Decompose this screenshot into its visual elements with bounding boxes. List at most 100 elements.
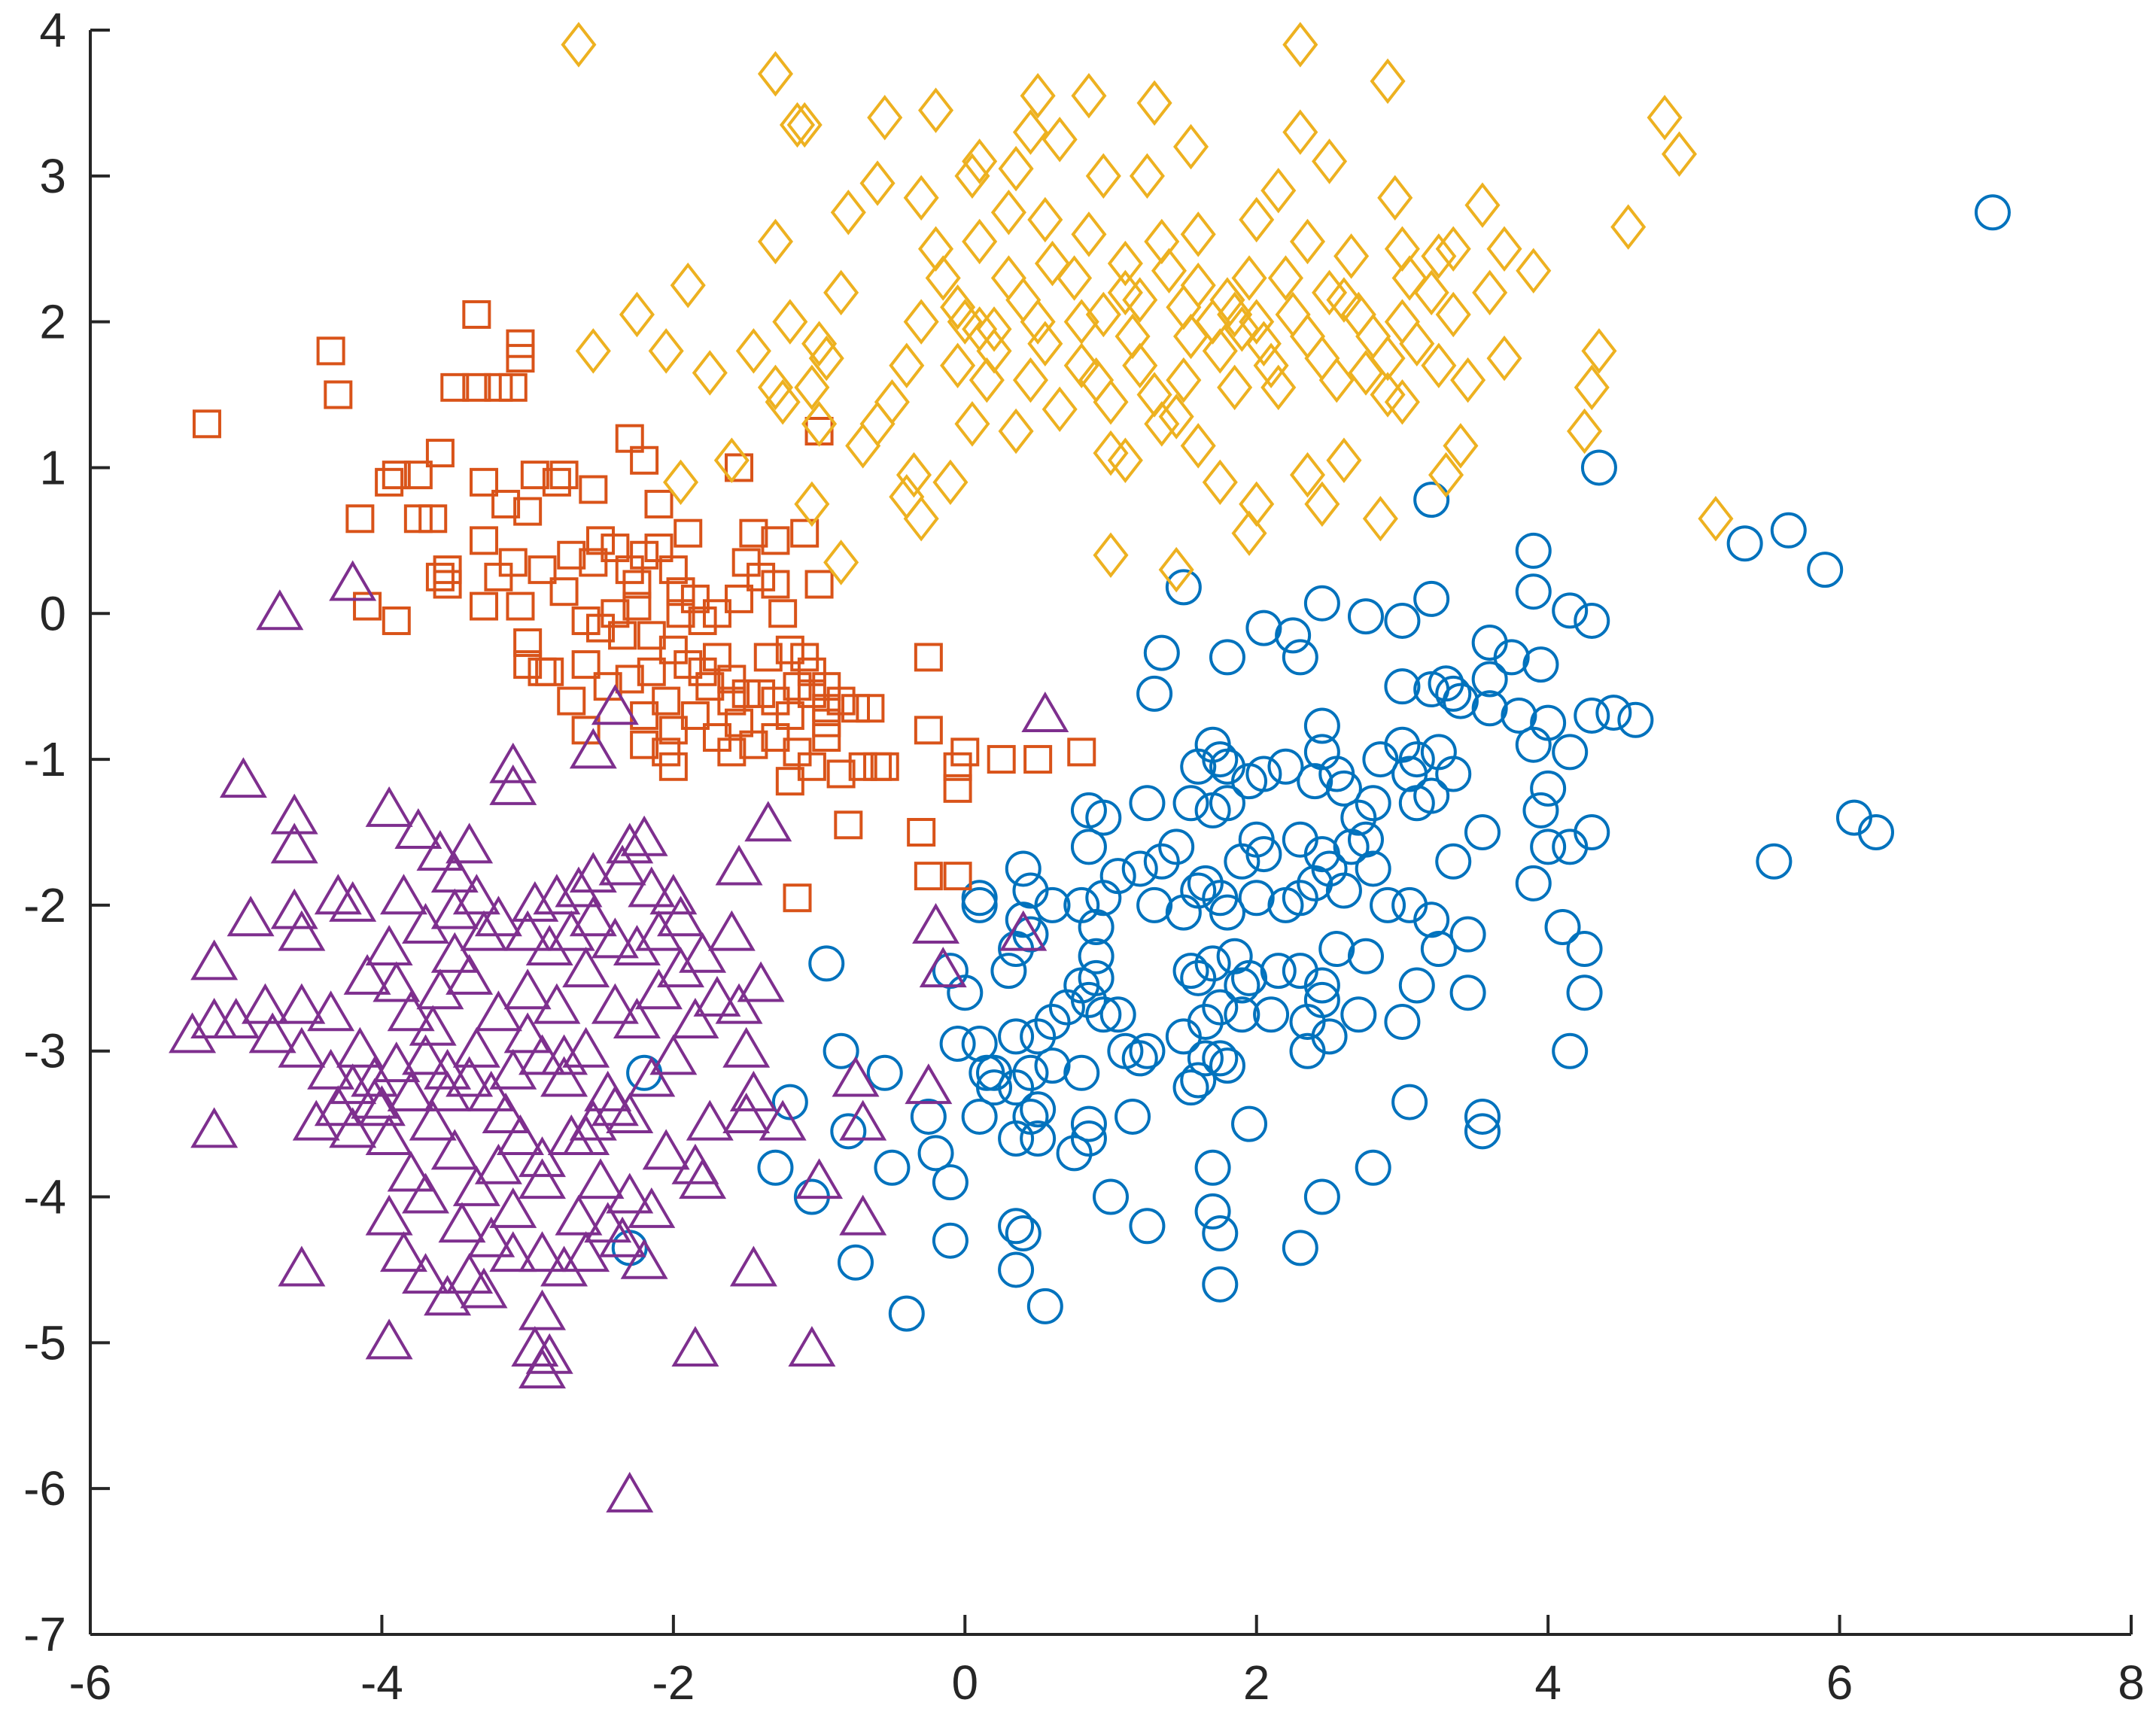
data-point: [1267, 255, 1303, 301]
data-point: [1143, 843, 1180, 880]
data-point: [863, 752, 893, 781]
x-tick-label: 2: [1243, 1655, 1270, 1710]
data-point: [1515, 726, 1552, 763]
data-point: [424, 1048, 472, 1090]
data-point: [823, 269, 859, 316]
data-point: [1435, 756, 1472, 792]
data-point: [1515, 865, 1552, 901]
data-point: [794, 364, 830, 411]
data-point: [402, 1034, 450, 1075]
data-point: [470, 526, 499, 555]
data-point: [1136, 80, 1172, 126]
data-point: [1020, 1018, 1057, 1055]
data-point: [1187, 1040, 1224, 1077]
data-point: [1172, 1069, 1209, 1106]
data-point: [1355, 785, 1391, 822]
data-point: [620, 815, 668, 856]
data-point: [1574, 697, 1610, 734]
data-point: [1421, 233, 1457, 279]
data-point: [1070, 981, 1107, 1018]
data-point: [1530, 770, 1567, 807]
data-point: [1348, 938, 1384, 974]
data-point: [943, 774, 972, 803]
data-point: [462, 372, 491, 402]
data-point: [1165, 894, 1202, 931]
data-point: [1012, 1054, 1049, 1091]
data-point: [761, 526, 790, 555]
data-point: [652, 737, 681, 767]
data-point: [739, 518, 768, 548]
data-point: [671, 1143, 719, 1184]
data-point: [1078, 938, 1114, 974]
series-square: [192, 299, 1096, 913]
data-point: [169, 1012, 217, 1053]
data-point: [316, 336, 345, 366]
data-point: [628, 1187, 676, 1228]
data-point: [460, 1267, 508, 1309]
data-point: [969, 357, 1005, 403]
data-point: [380, 874, 427, 915]
data-point: [962, 218, 998, 265]
data-point: [1071, 72, 1107, 119]
data-point: [747, 679, 776, 708]
data-point: [1085, 799, 1122, 836]
data-point: [998, 1251, 1035, 1288]
data-point: [1180, 748, 1217, 785]
data-point: [557, 540, 586, 570]
data-point: [402, 1253, 450, 1294]
data-point: [1020, 299, 1056, 345]
data-point: [619, 291, 655, 338]
data-point: [1312, 138, 1348, 184]
data-point: [1129, 1032, 1166, 1069]
data-point: [737, 961, 785, 1002]
x-tick-label: 0: [951, 1655, 978, 1710]
data-point: [598, 1216, 646, 1257]
data-point: [1580, 449, 1617, 486]
data-point: [1807, 552, 1844, 588]
data-point: [1209, 639, 1245, 676]
data-point: [1180, 959, 1217, 996]
data-point: [1449, 974, 1486, 1011]
data-point: [729, 1070, 777, 1111]
data-point: [947, 974, 984, 1011]
data-point: [1384, 602, 1421, 639]
data-point: [888, 1295, 925, 1332]
data-point: [783, 737, 812, 767]
data-point: [889, 473, 925, 520]
data-point: [506, 329, 535, 358]
y-tick-label: -2: [23, 878, 66, 932]
data-point: [1297, 865, 1333, 901]
data-point: [329, 560, 377, 601]
data-point: [1063, 342, 1099, 389]
data-point: [613, 997, 661, 1038]
data-point: [470, 467, 499, 497]
data-point: [190, 997, 239, 1038]
data-point: [569, 1099, 617, 1141]
data-point: [1129, 785, 1166, 822]
data-point: [663, 459, 699, 506]
data-point: [513, 650, 543, 680]
data-point: [496, 1114, 544, 1156]
data-point: [1770, 512, 1807, 549]
data-point: [1093, 532, 1129, 579]
data-point: [586, 526, 615, 555]
data-point: [794, 481, 830, 528]
data-point: [307, 1048, 355, 1090]
data-point: [324, 380, 353, 409]
data-point: [812, 672, 841, 701]
data-point: [870, 752, 899, 781]
x-tick-label: 6: [1826, 1655, 1853, 1710]
data-point: [998, 1069, 1035, 1106]
data-point: [498, 372, 528, 402]
data-point: [622, 570, 652, 599]
data-point: [628, 1056, 676, 1097]
data-point: [1282, 639, 1318, 676]
data-point: [1231, 763, 1268, 800]
data-point: [1085, 291, 1121, 338]
x-tick-label: -2: [652, 1655, 695, 1710]
x-axis-ticks: -6 -4 -2 0 2 4 6 8: [69, 1615, 2145, 1710]
data-point: [1391, 756, 1428, 792]
data-point: [962, 138, 998, 184]
data-point: [1552, 1032, 1589, 1069]
